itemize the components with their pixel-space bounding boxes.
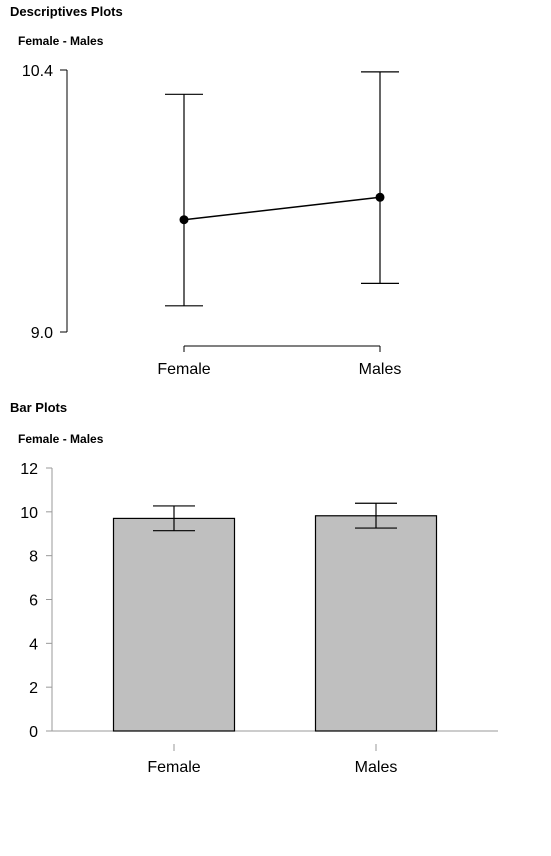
y-tick-label: 2 [29,680,38,697]
y-tick-label: 12 [20,461,38,478]
bar-chart: 0 2 4 6 8 10 12 Female Males [20,461,498,776]
y-tick-label: 10.4 [22,63,53,80]
y-tick-label: 8 [29,549,38,566]
x-tick-label: Female [157,361,210,378]
x-tick-label: Males [359,361,402,378]
descriptives-line-chart: 10.4 9.0 Female Males [22,63,402,378]
y-tick-label: 10 [20,505,38,522]
bar [112,517,236,732]
y-tick-label: 4 [29,636,38,653]
bar-plot-subtitle: Female - Males [18,432,104,446]
data-point [375,192,385,202]
descriptives-section-title: Descriptives Plots [10,4,123,19]
descriptives-plot-subtitle: Female - Males [18,34,104,48]
data-point [179,215,189,225]
y-tick-label: 0 [29,724,38,741]
y-tick-label: 6 [29,593,38,610]
x-tick-label: Males [355,759,398,776]
series-line [183,196,381,221]
x-tick-label: Female [147,759,200,776]
bar-section-title: Bar Plots [10,400,68,415]
bar [314,515,438,732]
y-tick-label: 9.0 [31,325,53,342]
